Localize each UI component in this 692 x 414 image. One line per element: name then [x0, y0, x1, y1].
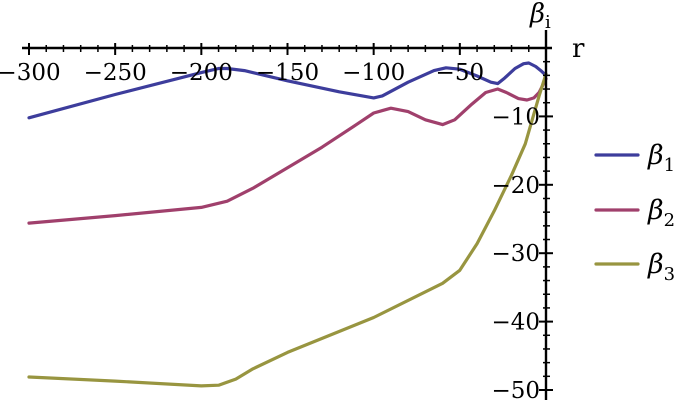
- series-line-2: [27, 77, 548, 225]
- x-tick-label: −150: [256, 60, 319, 86]
- legend-label-2: β2: [647, 195, 675, 231]
- series-line-3: [27, 72, 548, 388]
- x-axis-label: r: [572, 34, 585, 64]
- y-tick-label: −10: [491, 104, 540, 130]
- x-tick-label: −100: [342, 60, 405, 86]
- series-line-1: [27, 61, 548, 120]
- y-tick-label: −20: [491, 173, 540, 199]
- x-tick-label: −300: [0, 60, 61, 86]
- plot-lines: [27, 61, 548, 388]
- axes: −300 −250 −200 −150 −100 −50 r −10 −20 −30 −40 −50 β…: [0, 0, 585, 404]
- y-axis-label: βi: [529, 0, 551, 33]
- y-tick-label: −30: [491, 241, 540, 267]
- x-tick-label: −200: [170, 60, 233, 86]
- legend-label-3: β3: [647, 249, 675, 285]
- y-tick-label: −50: [491, 378, 540, 404]
- y-tick-label: −40: [491, 310, 540, 336]
- legend-label-1: β1: [647, 140, 675, 176]
- legend: β1 β2 β3: [594, 140, 675, 285]
- x-tick-label: −250: [84, 60, 147, 86]
- x-tick-label: −50: [436, 60, 485, 86]
